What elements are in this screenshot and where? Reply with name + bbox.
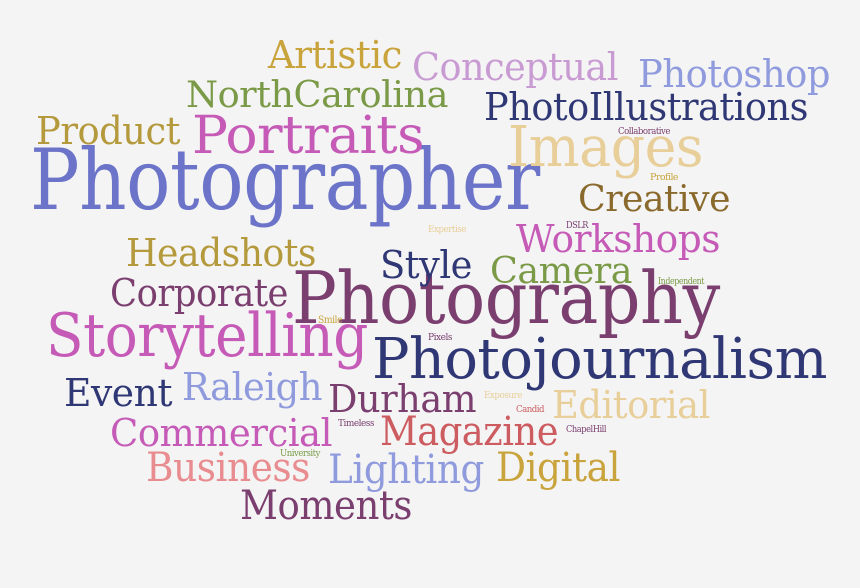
word-smile: Smile bbox=[318, 315, 343, 326]
word-independent: Independent bbox=[658, 277, 704, 287]
word-raleigh: Raleigh bbox=[182, 365, 323, 409]
word-photographer: Photographer bbox=[30, 131, 540, 229]
word-photoillustrations: PhotoIllustrations bbox=[484, 85, 808, 129]
word-photojournalism: Photojournalism bbox=[372, 327, 827, 392]
word-product: Product bbox=[36, 109, 181, 153]
word-profile: Profile bbox=[650, 173, 679, 183]
word-creative: Creative bbox=[578, 179, 731, 220]
word-expertise: Expertise bbox=[428, 225, 467, 235]
word-lighting: Lighting bbox=[328, 447, 484, 493]
word-portraits: Portraits bbox=[192, 106, 425, 166]
word-workshops: Workshops bbox=[516, 217, 721, 261]
word-digital: Digital bbox=[496, 445, 621, 491]
word-collaborative: Collaborative bbox=[618, 127, 671, 137]
word-headshots: Headshots bbox=[126, 231, 316, 275]
word-conceptual: Conceptual bbox=[412, 45, 618, 89]
word-business: Business bbox=[146, 445, 310, 491]
word-chapelhill: ChapelHill bbox=[566, 425, 607, 435]
word-university: University bbox=[280, 449, 320, 459]
word-photography: Photography bbox=[292, 256, 720, 340]
word-durham: Durham bbox=[328, 377, 477, 421]
word-camera: Camera bbox=[490, 251, 632, 292]
word-commercial: Commercial bbox=[110, 411, 332, 455]
word-editorial: Editorial bbox=[552, 383, 710, 427]
word-storytelling: Storytelling bbox=[46, 301, 368, 371]
word-pixels: Pixels bbox=[428, 333, 453, 343]
word-magazine: Magazine bbox=[380, 409, 559, 455]
word-photoshop: Photoshop bbox=[638, 52, 831, 96]
word-artistic: Artistic bbox=[268, 33, 402, 77]
word-event: Event bbox=[64, 371, 172, 415]
word-dslr: DSLR bbox=[566, 221, 588, 231]
word-northcarolina: NorthCarolina bbox=[186, 75, 449, 116]
word-candid: Candid bbox=[516, 405, 545, 415]
word-corporate: Corporate bbox=[110, 271, 289, 315]
word-timeless: Timeless bbox=[338, 419, 375, 429]
word-images: Images bbox=[508, 115, 704, 180]
word-style: Style bbox=[380, 243, 472, 287]
word-moments: Moments bbox=[240, 483, 412, 529]
word-exposure: Exposure bbox=[484, 391, 522, 401]
